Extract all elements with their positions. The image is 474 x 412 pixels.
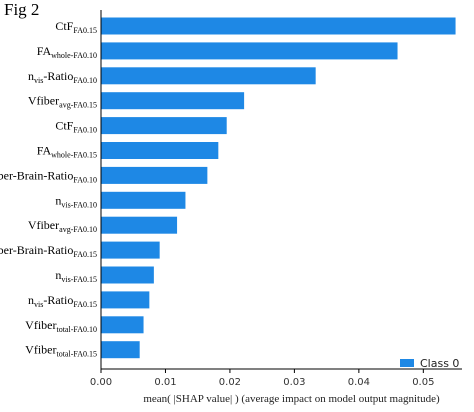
bar (101, 266, 154, 284)
legend-swatch (400, 359, 414, 367)
x-axis-label: mean( |SHAP value| ) (average impact on … (143, 393, 440, 405)
bar (101, 92, 245, 110)
category-label: Vfibertotal-FA0.15 (25, 343, 97, 359)
category-label: FAwhole-FA0.15 (37, 144, 97, 160)
figure-label: Fig 2 (4, 0, 40, 19)
x-tick-label: 0.04 (348, 377, 370, 388)
category-label: nvis-FA0.15 (55, 268, 97, 284)
bar (101, 67, 316, 85)
category-label: CtFFA0.10 (55, 119, 97, 135)
bar (101, 341, 140, 359)
bar (101, 142, 219, 159)
bar (101, 216, 178, 234)
bar (101, 291, 150, 309)
bar (101, 191, 186, 209)
bar (101, 241, 160, 259)
category-label: Vfibertotal-FA0.10 (25, 318, 97, 334)
bar (101, 17, 456, 35)
category-label: nvis-RatioFA0.10 (28, 69, 97, 85)
category-label: nvis-RatioFA0.15 (28, 293, 97, 309)
bar (101, 316, 144, 334)
x-tick-label: 0.05 (412, 377, 434, 388)
x-tick-label: 0.03 (283, 377, 305, 388)
x-tick-label: 0.02 (219, 377, 241, 388)
category-label: nvis-FA0.10 (55, 193, 97, 209)
category-label: Fiber-Brain-RatioFA0.10 (0, 168, 97, 184)
category-label: CtFFA0.15 (55, 19, 97, 35)
legend-label: Class 0 (420, 357, 459, 370)
bar (101, 166, 208, 184)
bar (101, 42, 398, 60)
category-label: Vfiberavg-FA0.15 (28, 94, 97, 110)
category-label: FAwhole-FA0.10 (37, 44, 97, 60)
bar (101, 117, 227, 135)
category-label: Fiber-Brain-RatioFA0.15 (0, 243, 97, 259)
category-label: Vfiberavg-FA0.10 (28, 218, 97, 234)
x-tick-label: 0.00 (90, 377, 112, 388)
x-tick-label: 0.01 (154, 377, 176, 388)
